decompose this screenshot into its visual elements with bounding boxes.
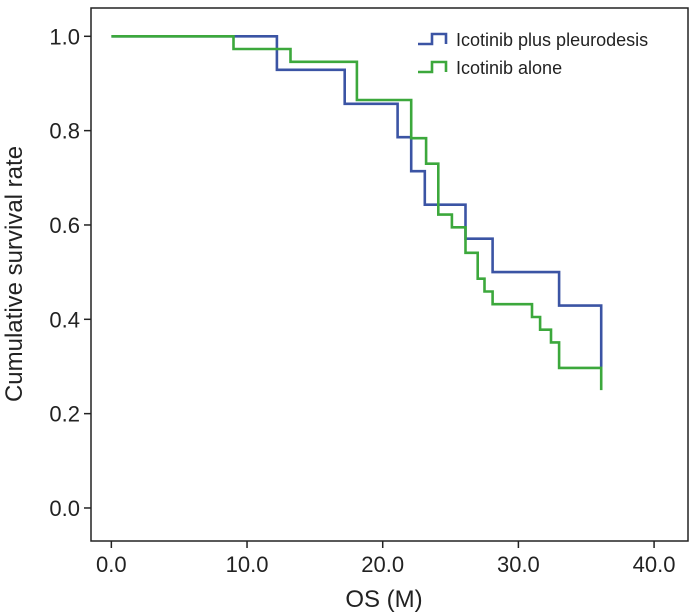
series-line-1 — [111, 35, 603, 369]
y-axis-title: Cumulative survival rate — [1, 146, 28, 402]
plot-frame — [90, 7, 689, 542]
x-axis-title: OS (M) — [345, 586, 422, 613]
series-layer — [111, 35, 603, 391]
y-tick-label: 0.2 — [49, 402, 80, 427]
axis-ticks: 0.0 10.0 20.0 30.0 40.0 0.0 0.2 0.4 0.6 0.8 1.0 — [49, 24, 675, 577]
y-tick-label: 0.4 — [49, 307, 80, 332]
legend-key-2 — [418, 60, 448, 74]
legend-key-1 — [418, 32, 448, 46]
x-tick-label: 40.0 — [633, 552, 676, 577]
series-line-2 — [111, 35, 603, 391]
x-tick-label: 30.0 — [497, 552, 540, 577]
y-tick-label: 0.0 — [49, 496, 80, 521]
y-tick-label: 0.6 — [49, 213, 80, 238]
legend-label-1: Icotinib plus pleurodesis — [456, 30, 648, 50]
legend: Icotinib plus pleurodesis Icotinib alone — [418, 30, 648, 78]
legend-label-2: Icotinib alone — [456, 58, 562, 78]
x-tick-label: 20.0 — [361, 552, 404, 577]
x-tick-label: 10.0 — [226, 552, 269, 577]
x-tick-label: 0.0 — [96, 552, 127, 577]
y-tick-label: 0.8 — [49, 119, 80, 144]
y-tick-label: 1.0 — [49, 24, 80, 49]
